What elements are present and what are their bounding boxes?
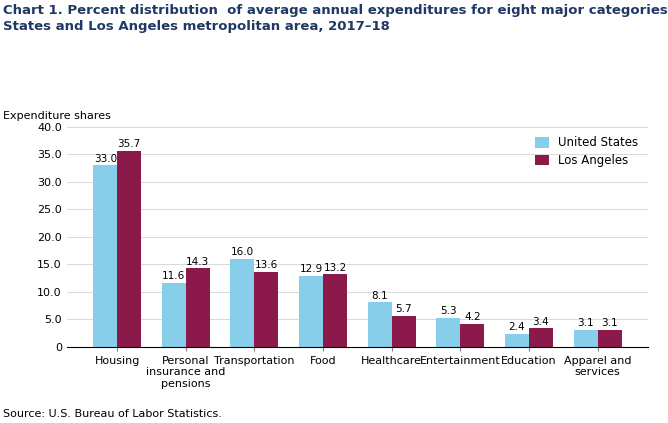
Bar — [574, 330, 598, 347]
Text: 8.1: 8.1 — [371, 291, 388, 301]
Text: 3.1: 3.1 — [577, 318, 594, 328]
Bar — [117, 151, 141, 347]
Text: 16.0: 16.0 — [231, 247, 254, 257]
Bar — [94, 165, 117, 347]
Text: Source: U.S. Bureau of Labor Statistics.: Source: U.S. Bureau of Labor Statistics. — [3, 409, 222, 419]
Text: 33.0: 33.0 — [94, 154, 117, 164]
Text: 4.2: 4.2 — [464, 312, 480, 322]
Text: 3.1: 3.1 — [601, 318, 618, 328]
Text: 5.7: 5.7 — [395, 304, 412, 314]
Bar — [460, 324, 484, 347]
Text: 3.4: 3.4 — [532, 316, 549, 327]
Text: 12.9: 12.9 — [299, 264, 323, 274]
Legend: United States, Los Angeles: United States, Los Angeles — [531, 133, 642, 170]
Bar — [299, 276, 323, 347]
Text: 5.3: 5.3 — [440, 306, 457, 316]
Bar — [505, 334, 529, 347]
Bar — [436, 318, 460, 347]
Text: 13.2: 13.2 — [323, 263, 347, 273]
Bar — [598, 330, 621, 347]
Bar — [255, 272, 279, 347]
Text: Chart 1. Percent distribution  of average annual expenditures for eight major ca: Chart 1. Percent distribution of average… — [3, 4, 668, 33]
Text: Expenditure shares: Expenditure shares — [3, 110, 111, 121]
Text: 35.7: 35.7 — [118, 139, 141, 149]
Bar — [186, 268, 210, 347]
Text: 11.6: 11.6 — [162, 272, 186, 281]
Text: 2.4: 2.4 — [508, 322, 525, 332]
Text: 14.3: 14.3 — [186, 257, 210, 266]
Bar — [391, 316, 415, 347]
Bar — [323, 274, 347, 347]
Bar — [367, 302, 391, 347]
Bar — [529, 328, 553, 347]
Text: 13.6: 13.6 — [255, 261, 278, 270]
Bar — [162, 283, 186, 347]
Bar — [230, 259, 255, 347]
